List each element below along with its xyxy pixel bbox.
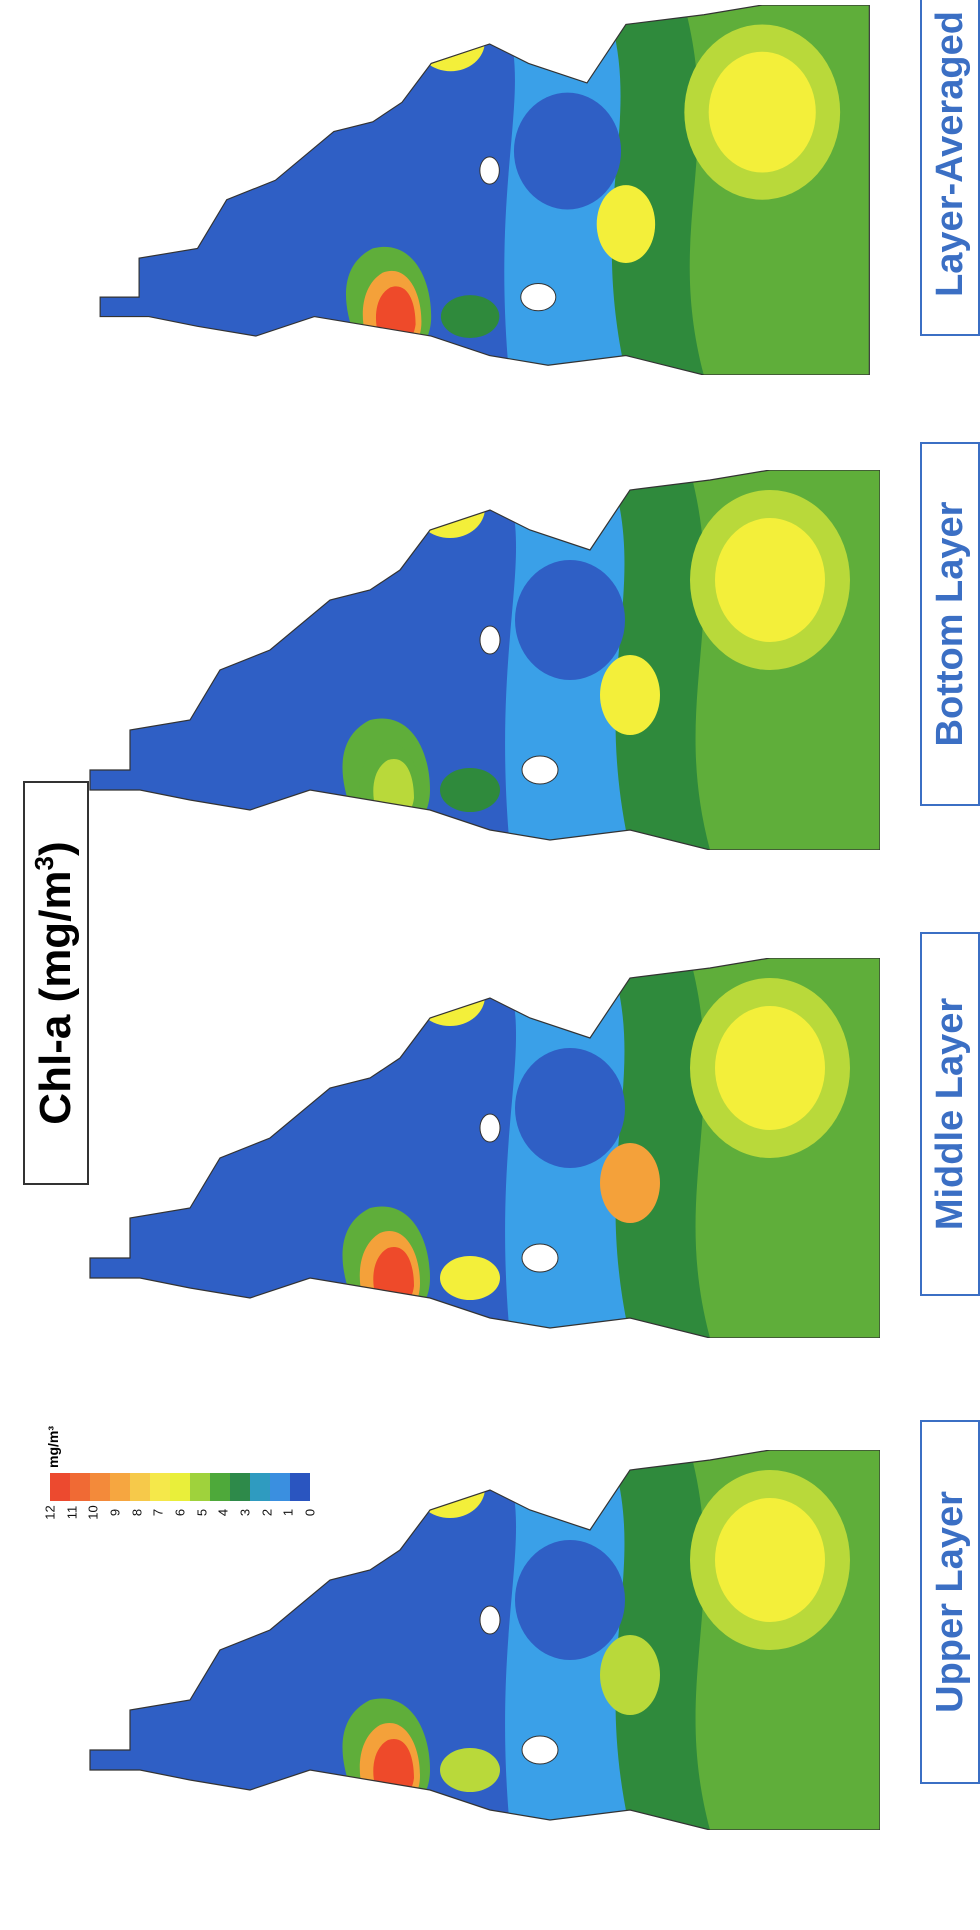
northern-yellow-lobe <box>416 12 485 72</box>
sea-fill <box>90 470 880 850</box>
map-panel-upper-layer <box>70 1450 880 1830</box>
island <box>479 1113 501 1143</box>
harbor-hotspot <box>375 286 416 352</box>
inner-spot <box>440 295 500 338</box>
northern-yellow-lobe <box>415 1458 485 1518</box>
offshore-yellow <box>708 51 816 173</box>
bay-map <box>89 470 880 850</box>
island <box>479 156 500 185</box>
sea-fill <box>100 5 870 375</box>
central-patch <box>600 655 660 735</box>
central-patch <box>600 1143 660 1223</box>
coastline <box>99 5 870 375</box>
island <box>521 1735 559 1765</box>
legend-swatch <box>290 1473 310 1501</box>
legend-swatch <box>190 1473 210 1501</box>
harbor-hotspot <box>373 758 414 826</box>
legend-swatch <box>110 1473 130 1501</box>
sea-fill <box>90 1450 880 1830</box>
map-panel-bottom-layer <box>70 470 880 850</box>
caption-bottom-layer: Bottom Layer <box>920 442 980 806</box>
inner-spot <box>440 768 500 812</box>
legend-swatch <box>170 1473 190 1501</box>
legend-unit: mg/m³ <box>45 1426 61 1468</box>
legend-tick-label: 12 <box>42 1505 58 1520</box>
color-legend: mg/m³ 12 11 10 9 8 7 6 5 4 3 2 1 0 <box>43 1426 320 1545</box>
central-deep-blue <box>515 1048 625 1168</box>
title-superscript: 3 <box>28 855 59 871</box>
island <box>479 625 501 655</box>
offshore-yellow <box>715 518 825 642</box>
map-panel-layer-averaged <box>70 5 880 375</box>
northern-yellow-lobe <box>415 966 485 1026</box>
legend-swatch <box>130 1473 150 1501</box>
legend-swatch <box>270 1473 290 1501</box>
central-deep-blue <box>513 92 622 210</box>
central-patch <box>596 185 656 264</box>
sea-fill <box>90 958 880 1338</box>
legend-swatch <box>70 1473 90 1501</box>
legend-swatch <box>150 1473 170 1501</box>
legend-swatch <box>50 1473 70 1501</box>
bay-map <box>89 1450 880 1830</box>
central-deep-blue <box>515 560 625 680</box>
legend-swatch <box>210 1473 230 1501</box>
coastline <box>89 1450 880 1830</box>
harbor-hotspot <box>373 1738 414 1806</box>
inner-spot <box>440 1256 500 1300</box>
harbor-hotspot <box>373 1246 414 1314</box>
bay-map <box>99 5 870 375</box>
caption-upper-layer: Upper Layer <box>920 1420 980 1784</box>
legend-colorbar <box>50 1473 310 1501</box>
offshore-yellow <box>715 1498 825 1622</box>
map-panel-middle-layer <box>70 958 880 1338</box>
caption-layer-averaged: Layer-Averaged <box>920 0 980 336</box>
legend-swatch <box>250 1473 270 1501</box>
island <box>520 282 557 312</box>
inner-spot <box>440 1748 500 1792</box>
island <box>479 1605 501 1635</box>
island <box>521 755 559 785</box>
caption-middle-layer: Middle Layer <box>920 932 980 1296</box>
central-deep-blue <box>515 1540 625 1660</box>
offshore-yellow <box>715 1006 825 1130</box>
central-patch <box>600 1635 660 1715</box>
island <box>521 1243 559 1273</box>
coastline <box>89 470 880 850</box>
bay-map <box>89 958 880 1338</box>
northern-yellow-lobe <box>415 478 485 538</box>
coastline <box>89 958 880 1338</box>
legend-swatch <box>230 1473 250 1501</box>
legend-swatch <box>90 1473 110 1501</box>
